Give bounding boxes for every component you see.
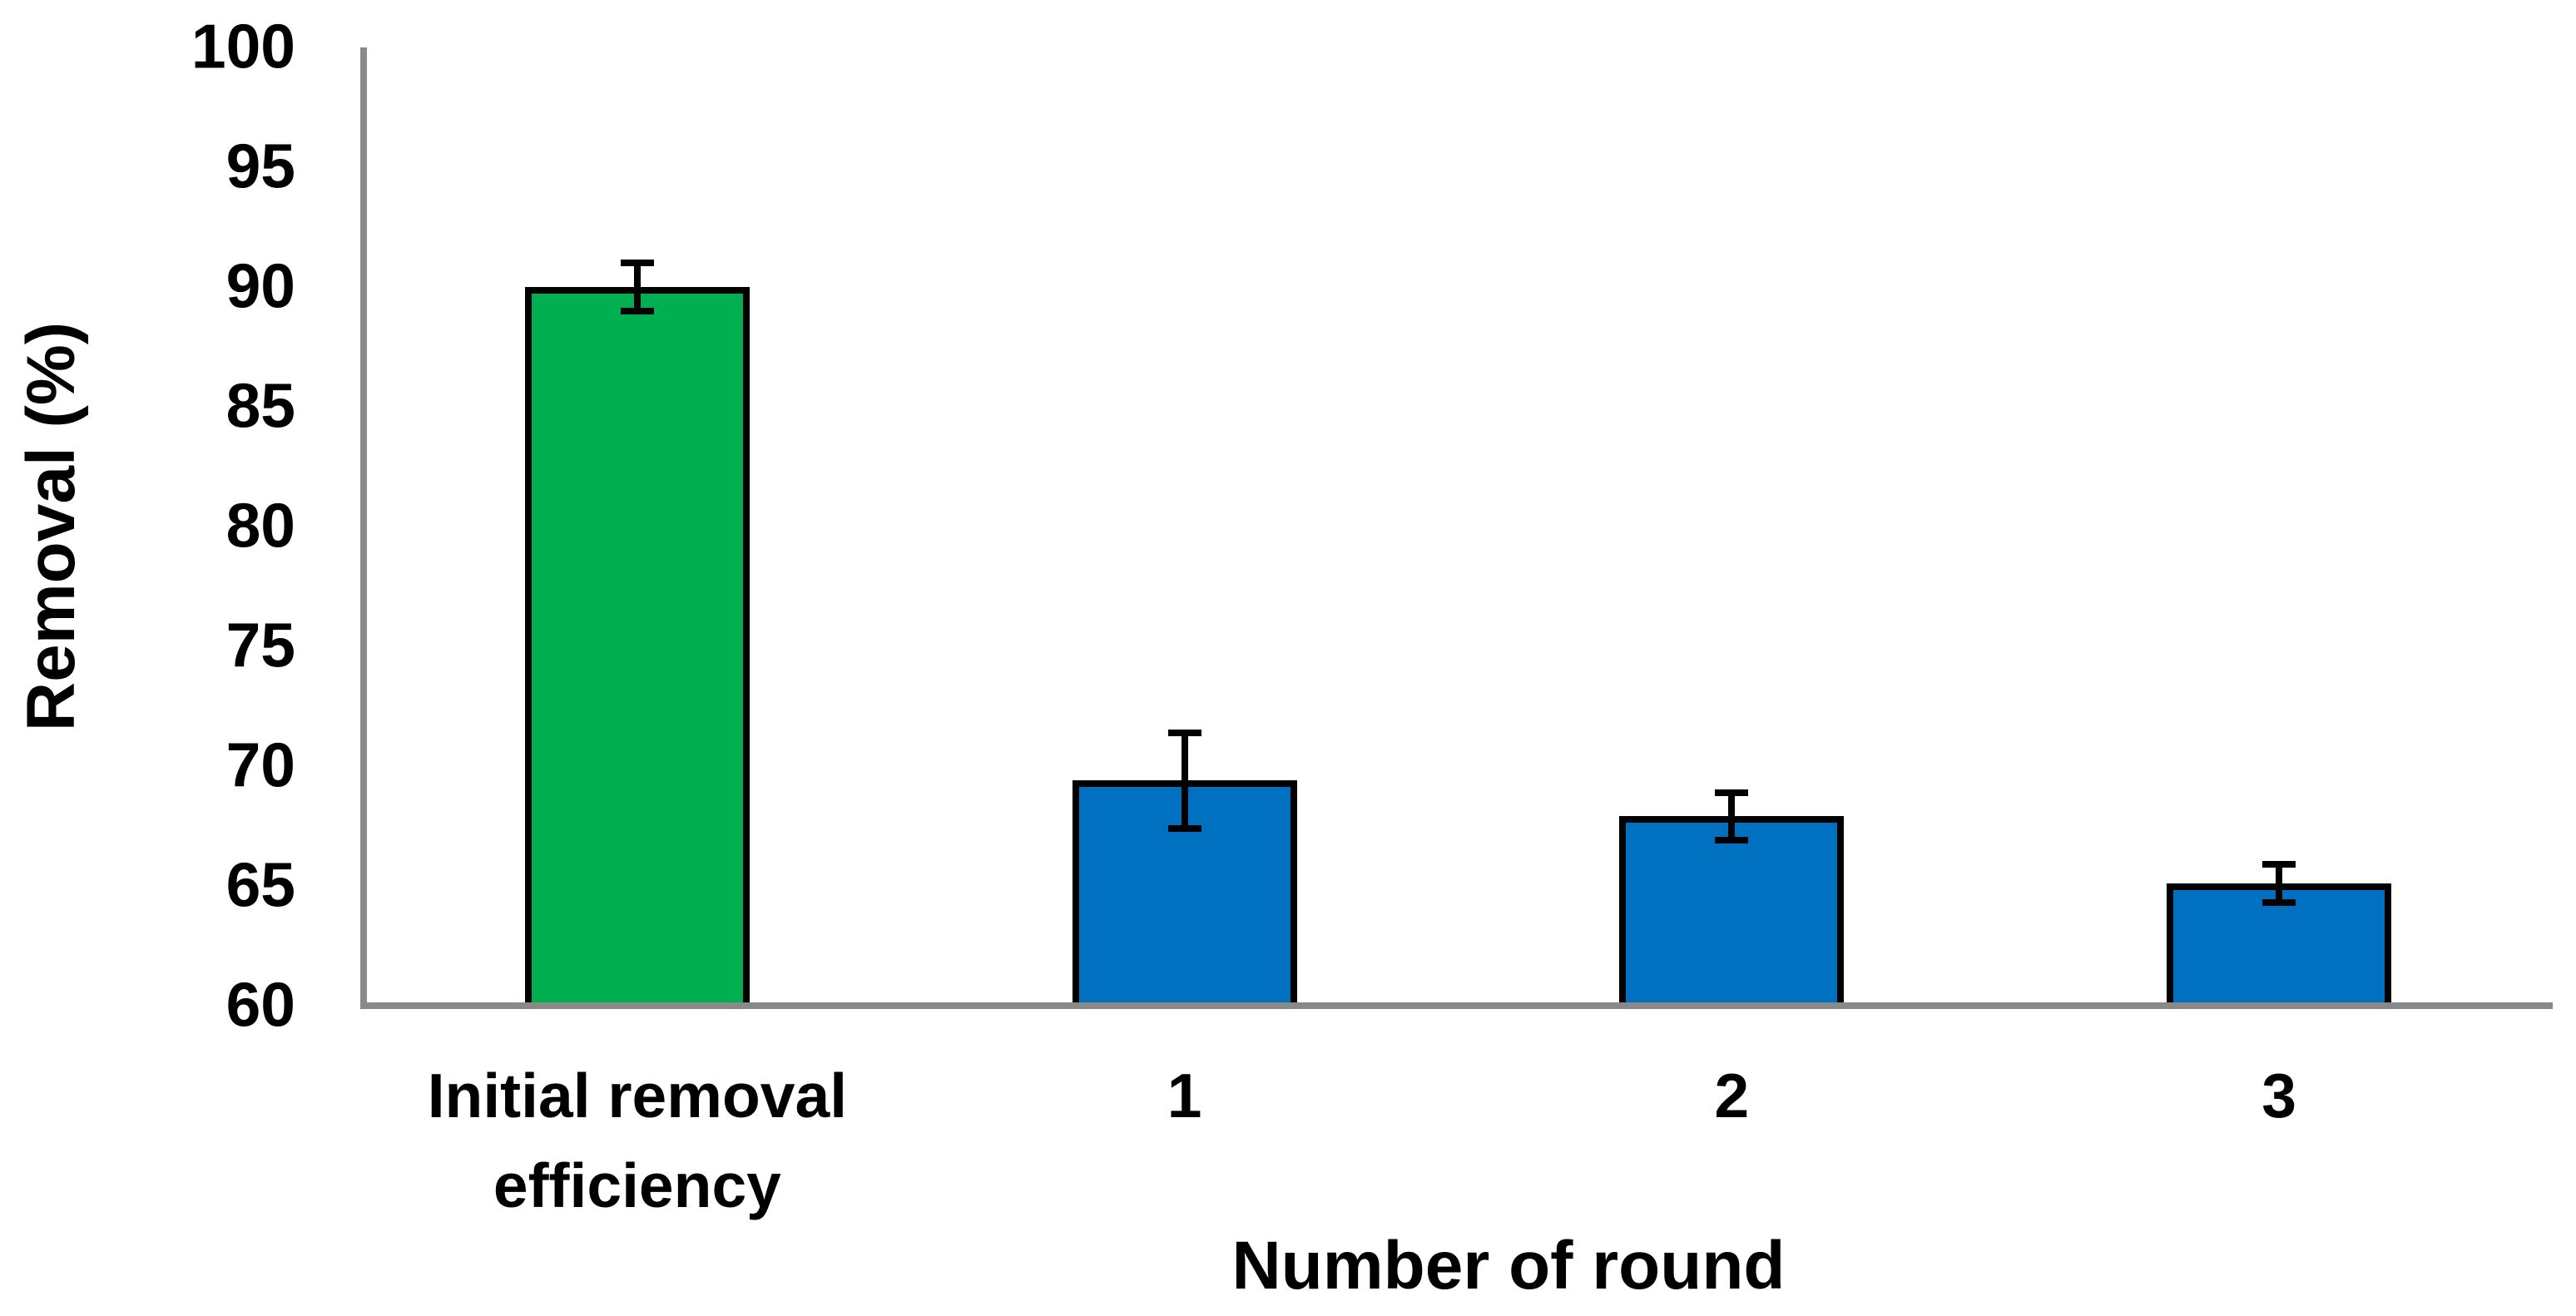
y-tick-label: 65 [225, 849, 295, 920]
error-bar-top-cap [2262, 861, 2296, 868]
error-bar-top-cap [1167, 729, 1201, 736]
y-tick-label: 75 [225, 610, 295, 680]
error-bar-bottom-cap [1715, 837, 1749, 844]
error-bar-line [2276, 864, 2283, 903]
error-bar-line [1728, 792, 1736, 841]
x-axis-title: Number of round [1231, 1228, 1786, 1304]
error-bar-bottom-cap [1167, 824, 1201, 832]
y-tick-label: 80 [225, 490, 295, 561]
x-category-label: Initial removal efficiency [427, 1061, 848, 1220]
error-bar-line [1181, 732, 1188, 829]
error-bar-line [633, 263, 641, 311]
error-bar-top-cap [620, 260, 654, 267]
error-bar-top-cap [1715, 789, 1749, 796]
y-tick-label: 95 [225, 131, 295, 201]
y-tick-label: 85 [225, 370, 295, 441]
x-category-label: 1 [1167, 1061, 1202, 1130]
x-category-label: 3 [2261, 1061, 2296, 1130]
y-axis-line [360, 47, 367, 1009]
x-category-label: 2 [1714, 1061, 1750, 1130]
y-tick-label: 90 [225, 250, 295, 321]
x-axis-line [360, 1002, 2553, 1009]
y-tick-label: 70 [225, 730, 295, 800]
bar-initial-removal-efficiency [524, 287, 750, 1009]
y-tick-label: 60 [225, 969, 295, 1040]
y-tick-label: 100 [191, 11, 295, 82]
error-bar-bottom-cap [2262, 899, 2296, 907]
bar-round-2 [1619, 816, 1845, 1009]
error-bar-bottom-cap [620, 307, 654, 314]
